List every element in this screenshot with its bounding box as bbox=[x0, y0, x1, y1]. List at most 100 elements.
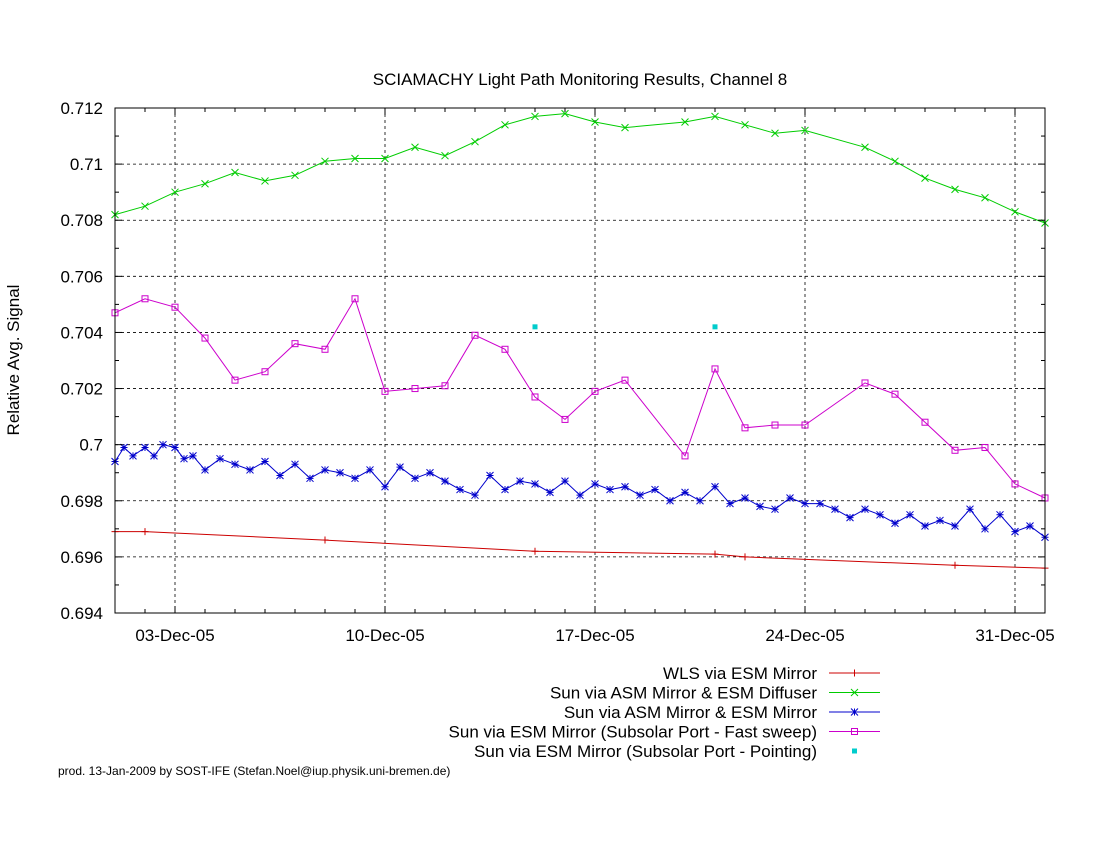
data-point bbox=[876, 510, 884, 519]
data-point bbox=[846, 513, 854, 522]
data-point bbox=[561, 477, 569, 485]
chart-title: SCIAMACHY Light Path Monitoring Results,… bbox=[373, 70, 788, 89]
data-point bbox=[531, 112, 539, 121]
data-point bbox=[141, 443, 149, 452]
data-point bbox=[921, 418, 929, 426]
data-point bbox=[291, 460, 299, 469]
data-point bbox=[306, 474, 314, 483]
data-point bbox=[471, 491, 479, 500]
data-point bbox=[741, 424, 749, 432]
data-point bbox=[201, 179, 209, 188]
data-point bbox=[861, 379, 869, 387]
legend-label: Sun via ASM Mirror & ESM Diffuser bbox=[550, 684, 817, 703]
data-point bbox=[531, 547, 539, 555]
data-point bbox=[546, 488, 554, 497]
data-point bbox=[741, 553, 749, 561]
y-tick-label: 0.702 bbox=[60, 380, 103, 399]
data-point bbox=[531, 393, 539, 401]
data-point bbox=[711, 550, 719, 558]
x-tick-label: 17-Dec-05 bbox=[555, 626, 634, 645]
data-point bbox=[532, 324, 538, 330]
data-point bbox=[411, 143, 419, 152]
data-point bbox=[351, 154, 359, 163]
data-point bbox=[441, 477, 449, 485]
y-tick-label: 0.696 bbox=[60, 548, 103, 567]
data-point bbox=[921, 522, 929, 530]
data-point bbox=[696, 496, 704, 505]
series-5 bbox=[532, 324, 718, 330]
data-point bbox=[1011, 527, 1019, 536]
data-point bbox=[501, 345, 509, 353]
data-point bbox=[771, 421, 779, 429]
data-point bbox=[321, 345, 329, 353]
legend-marker bbox=[851, 669, 858, 677]
series-line bbox=[114, 297, 1046, 499]
data-point bbox=[516, 477, 524, 485]
data-point bbox=[426, 468, 434, 477]
data-point bbox=[891, 157, 899, 166]
data-point bbox=[180, 454, 188, 463]
data-point bbox=[501, 485, 509, 494]
data-point bbox=[861, 505, 869, 514]
data-point bbox=[321, 466, 329, 474]
data-point bbox=[756, 502, 764, 511]
data-point bbox=[1026, 522, 1034, 530]
data-point bbox=[411, 385, 419, 393]
data-point bbox=[201, 334, 209, 342]
data-point bbox=[786, 494, 794, 502]
data-point bbox=[561, 109, 569, 118]
series-line bbox=[115, 531, 1046, 569]
data-point bbox=[141, 528, 149, 536]
data-point bbox=[936, 516, 944, 525]
x-tick-label: 03-Dec-05 bbox=[135, 626, 214, 645]
x-tick-label: 31-Dec-05 bbox=[975, 626, 1054, 645]
y-axis-label: Relative Avg. Signal bbox=[4, 285, 23, 436]
data-point bbox=[726, 499, 734, 508]
legend-label: Sun via ASM Mirror & ESM Mirror bbox=[564, 703, 817, 722]
data-point bbox=[981, 524, 989, 533]
data-point bbox=[681, 118, 689, 126]
data-point bbox=[591, 480, 599, 488]
data-point bbox=[666, 496, 674, 505]
y-tick-label: 0.712 bbox=[60, 99, 103, 118]
data-point bbox=[189, 452, 197, 460]
data-point bbox=[171, 188, 179, 197]
axes: 0.694 0.696 0.698 0.7 0.702 0.704 0.706 0.708 0.… bbox=[60, 99, 1054, 645]
y-tick-label: 0.706 bbox=[60, 267, 103, 286]
data-point bbox=[801, 499, 809, 508]
data-point bbox=[801, 421, 809, 429]
data-point bbox=[366, 466, 374, 474]
data-point bbox=[951, 522, 959, 530]
series-line bbox=[114, 113, 1046, 224]
data-point bbox=[150, 452, 158, 460]
legend-marker bbox=[850, 708, 859, 716]
data-point bbox=[381, 387, 389, 395]
data-point bbox=[231, 168, 239, 177]
data-point bbox=[951, 561, 959, 569]
data-point bbox=[171, 303, 179, 311]
data-point bbox=[591, 118, 599, 126]
data-point bbox=[621, 376, 629, 384]
data-point bbox=[711, 482, 719, 491]
data-point bbox=[120, 443, 128, 452]
data-point bbox=[741, 120, 749, 129]
data-point bbox=[981, 193, 989, 202]
data-point bbox=[501, 120, 509, 129]
data-point bbox=[441, 382, 449, 390]
data-point bbox=[159, 440, 167, 449]
data-point bbox=[276, 471, 284, 480]
data-point bbox=[801, 126, 809, 135]
data-point bbox=[201, 466, 209, 474]
data-point bbox=[711, 365, 719, 373]
data-point bbox=[231, 460, 239, 469]
data-point bbox=[651, 485, 659, 494]
y-tick-label: 0.704 bbox=[60, 323, 103, 342]
series-1 bbox=[111, 528, 1049, 572]
data-point bbox=[996, 510, 1004, 519]
data-point bbox=[966, 505, 974, 514]
data-point bbox=[141, 295, 149, 303]
data-point bbox=[576, 491, 584, 500]
data-point bbox=[381, 482, 389, 491]
data-point bbox=[216, 454, 224, 463]
